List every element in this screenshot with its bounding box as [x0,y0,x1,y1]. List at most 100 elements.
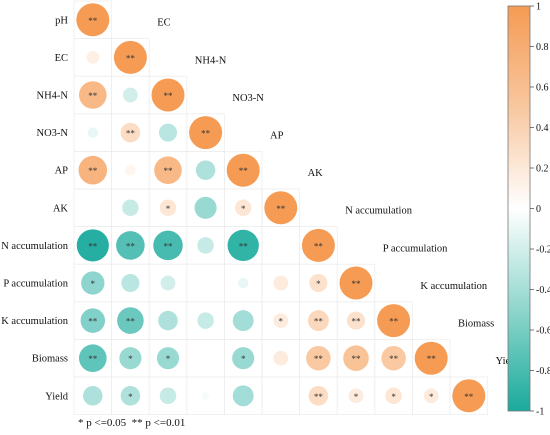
significance-mark: * [166,354,171,364]
corr-circle-k-accumulation-n-accumulation [307,310,329,332]
significance-mark: ** [314,354,324,364]
significance-mark: * [429,392,434,402]
corr-circle-ec-ec [113,40,147,74]
colorbar-tick-label: 0.2 [536,164,549,175]
corr-circle-ak-ph [92,207,94,209]
significance-mark: ** [389,354,399,364]
column-label-p-accumulation: P accumulation [383,243,448,254]
colorbar-tick-label: -0.4 [536,285,550,296]
column-label-ec: EC [157,18,170,29]
corr-circle-biomass-k-accumulation [381,345,406,371]
corr-circle-yield-nh4-n [159,387,177,405]
significance-mark: ** [126,53,136,63]
corr-circle-biomass-ak [273,350,289,366]
row-label-k-accumulation: K accumulation [1,316,69,327]
significance-mark: ** [88,91,98,101]
corr-circle-biomass-p-accumulation [343,345,369,371]
significance-mark: ** [201,129,211,139]
footnote-two-star: ** p <=0.01 [131,417,186,429]
colorbar-tick-label: -0.2 [536,245,550,256]
significance-mark: ** [464,392,474,402]
cell-border [449,376,488,415]
significance-mark: ** [352,279,362,289]
corr-circle-ap-ec [125,164,136,176]
colorbar-tick-label: 0.6 [536,83,549,94]
corr-circle-yield-n-accumulation [308,386,329,406]
row-label-yield: Yield [45,391,68,402]
significance-mark: * [391,392,396,402]
significance-mark: ** [314,317,324,327]
corr-circle-yield-k-accumulation [385,387,402,405]
corr-circle-n-accumulation-nh4-n [153,230,183,261]
corr-circle-n-accumulation-ak [280,244,282,246]
significance-mark: ** [389,317,399,327]
column-label-ak: AK [308,168,324,179]
corr-circle-ec-ph [86,51,100,64]
significance-mark: ** [164,91,174,101]
significance-mark: * [241,354,246,364]
column-label-n-accumulation: N accumulation [345,206,413,217]
significance-mark: * [166,204,171,214]
significance-mark: * [241,204,246,214]
corr-circle-yield-yield [452,379,486,413]
significance-mark: ** [314,392,324,402]
correlation-circles: ****** **** **** ** *** * **** ** ** ** *** * **** **… [76,3,486,413]
corr-circle-k-accumulation-ak [273,313,289,328]
significance-mark: ** [164,166,174,176]
significance-mark: ** [352,317,362,327]
corr-circle-nh4-n-ph [78,81,107,109]
corr-circle-yield-ec [120,386,141,406]
corr-circle-ap-ap [226,153,260,187]
corr-circle-ak-ap [234,199,252,217]
column-label-k-accumulation: K accumulation [420,281,488,292]
corr-circle-yield-biomass [423,388,439,404]
significance-mark: ** [88,354,98,364]
corr-circle-no3-n-nh4-n [158,123,178,142]
colorbar-gradient [507,5,531,412]
colorbar-tick-label: 0 [536,204,541,215]
colorbar-tick-label: 1 [536,2,541,13]
column-label-ap: AP [270,130,284,141]
corr-circle-yield-p-accumulation [348,388,364,404]
row-label-nh4-n: NH4-N [37,91,69,102]
corr-circle-k-accumulation-ph [80,308,106,333]
corr-circle-biomass-no3-n [205,357,207,359]
significance-mark: ** [126,129,136,139]
significance-mark: ** [88,241,98,251]
cell-grid [73,0,488,415]
significance-mark: ** [239,166,249,176]
corr-circle-nh4-n-nh4-n [151,78,185,112]
significance-mark: ** [88,166,98,176]
colorbar-tick-label: 0.8 [536,42,549,53]
corr-circle-n-accumulation-ec [116,231,145,260]
significance-mark: * [128,392,133,402]
significance-mark: * [128,354,133,364]
significance-mark: ** [239,241,249,251]
significance-mark: ** [88,16,98,26]
column-label-no3-n: NO3-N [232,93,264,104]
corr-circle-ak-no3-n [194,196,217,219]
significance-mark: ** [276,204,286,214]
corr-circle-p-accumulation-ap [237,277,249,289]
colorbar: 1 0.8 0.6 0.4 0.2 0 -0.2 -0.4 -0.6 -0.8 -1 [507,2,550,418]
row-label-ec: EC [55,53,68,64]
significance-mark: ** [352,354,362,364]
corr-circle-p-accumulation-nh4-n [160,275,176,291]
column-label-biomass: Biomass [458,318,494,329]
corr-circle-k-accumulation-ap [232,310,254,332]
row-label-n-accumulation: N accumulation [1,241,69,252]
corr-circle-ak-ec [122,199,139,217]
significance-footnote: * p <=0.05 ** p <=0.01 [78,417,185,429]
corr-circle-p-accumulation-p-accumulation [339,266,373,300]
significance-mark: ** [314,241,324,251]
corr-circle-no3-n-ph [87,127,99,138]
significance-mark: ** [126,317,136,327]
corr-circle-ap-ph [78,155,108,185]
corr-circle-no3-n-ec [120,122,141,143]
corr-circle-yield-ap [232,385,254,407]
corr-circle-p-accumulation-ec [121,273,140,293]
corr-circle-biomass-nh4-n [156,347,180,370]
corr-circle-k-accumulation-k-accumulation [377,304,411,338]
significance-mark: ** [164,241,174,251]
